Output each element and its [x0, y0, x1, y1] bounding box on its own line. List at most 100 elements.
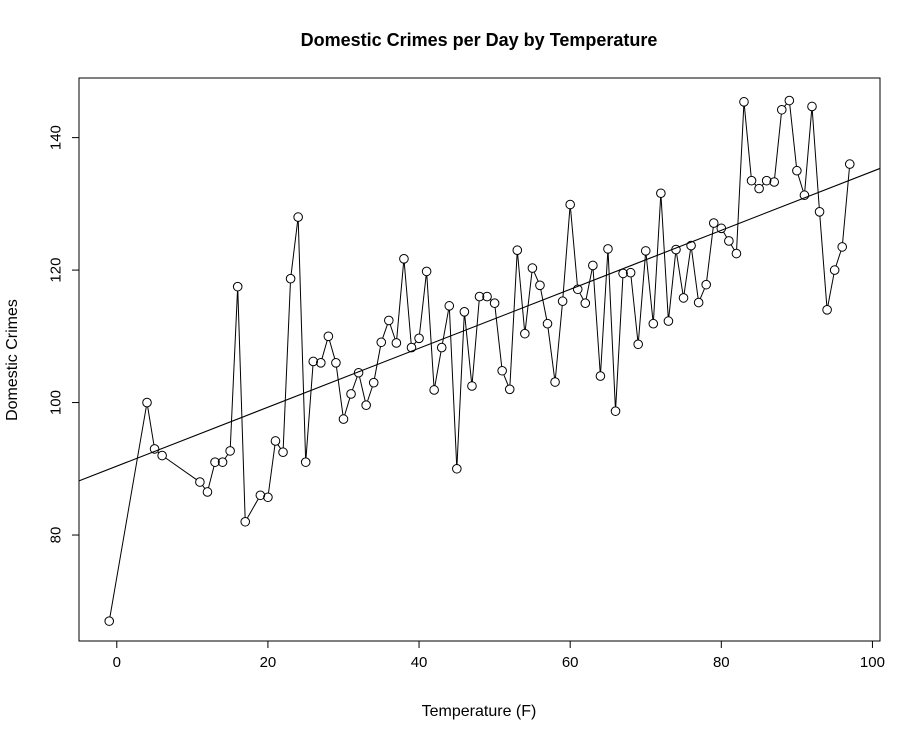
- connector-segment: [471, 300, 480, 382]
- data-point: [693, 297, 704, 308]
- chart-title: Domestic Crimes per Day by Temperature: [301, 30, 658, 50]
- data-point: [603, 244, 613, 254]
- data-point: [678, 293, 689, 303]
- data-point: [542, 318, 553, 329]
- data-point: [829, 265, 840, 275]
- connector-segment: [282, 282, 291, 448]
- connector-segment: [585, 269, 593, 300]
- connector-segment: [344, 397, 351, 416]
- connector-segment: [389, 324, 396, 340]
- connector-segment: [699, 288, 705, 299]
- connector-layer: [109, 103, 850, 617]
- data-point: [769, 177, 780, 187]
- connector-segment: [600, 253, 609, 372]
- data-point: [784, 95, 795, 106]
- data-point: [792, 165, 802, 176]
- data-point: [708, 218, 719, 228]
- x-axis-label: Temperature (F): [422, 703, 537, 720]
- data-point: [308, 356, 319, 367]
- data-point: [399, 254, 409, 264]
- connector-segment: [615, 277, 624, 407]
- connector-segment: [533, 271, 539, 282]
- connector-segment: [396, 263, 405, 339]
- data-point: [195, 477, 205, 487]
- data-point: [263, 492, 273, 503]
- data-point: [625, 267, 636, 278]
- data-point: [270, 436, 281, 446]
- connector-segment: [290, 221, 299, 275]
- data-point: [504, 384, 515, 395]
- data-point: [444, 301, 455, 311]
- connector-segment: [630, 276, 639, 341]
- connector-segment: [562, 208, 571, 297]
- connector-segment: [691, 249, 699, 299]
- plot-frame: [78, 77, 881, 642]
- data-point: [391, 338, 402, 348]
- connector-segment: [509, 254, 518, 386]
- regression-layer: [78, 167, 881, 482]
- connector-segment: [676, 253, 684, 294]
- connector-segment: [645, 255, 654, 320]
- data-point: [633, 339, 643, 350]
- data-point: [232, 281, 243, 292]
- data-point: [497, 365, 507, 376]
- regression-line: [78, 167, 881, 482]
- connector-segment: [494, 307, 503, 367]
- data-point: [489, 298, 500, 309]
- x-axis: 0 20 40 60 80 100: [113, 640, 885, 671]
- data-point: [663, 316, 674, 326]
- data-point: [346, 389, 356, 399]
- connector-segment: [321, 340, 328, 359]
- data-point: [278, 447, 288, 458]
- data-point: [384, 315, 394, 326]
- x-tick-label: 40: [411, 654, 428, 671]
- data-point: [255, 490, 266, 501]
- data-point: [807, 101, 817, 112]
- connector-segment: [827, 274, 835, 306]
- connector-segment: [835, 250, 842, 267]
- data-point: [210, 457, 220, 467]
- data-point: [761, 175, 772, 186]
- data-point: [293, 212, 303, 222]
- data-point: [217, 457, 228, 467]
- data-point: [648, 318, 659, 329]
- data-point: [656, 188, 666, 199]
- connector-segment: [811, 110, 820, 208]
- connector-segment: [229, 290, 238, 447]
- connector-segment: [638, 255, 646, 341]
- data-point: [361, 400, 371, 411]
- connector-segment: [503, 374, 509, 386]
- connector-segment: [730, 244, 735, 251]
- connector-segment: [660, 197, 669, 317]
- data-point: [746, 175, 757, 186]
- connector-segment: [208, 466, 215, 488]
- connector-segment: [784, 103, 787, 107]
- data-point: [406, 342, 417, 353]
- data-point: [565, 199, 575, 210]
- connector-segment: [819, 216, 828, 306]
- data-point: [837, 242, 848, 252]
- connector-segment: [706, 227, 714, 281]
- x-tick-label: 20: [260, 654, 277, 671]
- data-point: [520, 328, 530, 339]
- data-point: [482, 291, 492, 302]
- connector-segment: [374, 346, 381, 379]
- data-point: [323, 331, 334, 342]
- connector-segment: [305, 365, 314, 458]
- data-point: [368, 377, 379, 388]
- connector-segment: [448, 310, 458, 465]
- connector-segment: [797, 174, 804, 192]
- connector-segment: [517, 254, 525, 330]
- connector-segment: [329, 340, 336, 359]
- connector-segment: [554, 305, 563, 378]
- y-tick-label: 140: [47, 125, 64, 150]
- data-point: [844, 159, 855, 169]
- data-point: [724, 236, 734, 246]
- data-point: [799, 190, 810, 201]
- data-point: [414, 333, 424, 344]
- data-point: [776, 104, 787, 115]
- data-point: [149, 444, 160, 454]
- data-point: [701, 279, 711, 290]
- data-point: [331, 358, 341, 368]
- connector-segment: [683, 249, 691, 294]
